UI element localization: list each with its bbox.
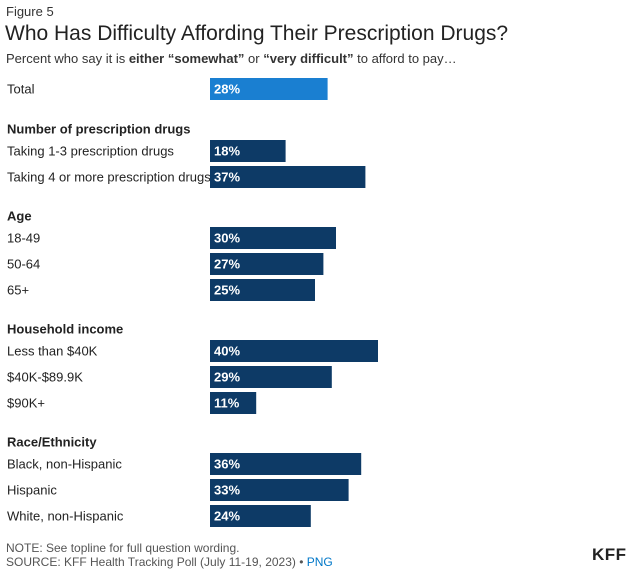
- bar: [210, 253, 324, 275]
- category-label: $40K-$89.9K: [7, 370, 83, 385]
- group-heading: Age: [7, 209, 32, 224]
- data-label: 36%: [214, 457, 240, 472]
- bar: [210, 479, 349, 501]
- data-label: 25%: [214, 283, 240, 298]
- category-label: 18-49: [7, 231, 40, 246]
- data-label: 29%: [214, 370, 240, 385]
- subtitle-pre: Percent who say it is: [6, 51, 129, 66]
- data-label: 33%: [214, 483, 240, 498]
- group-heading: Household income: [7, 322, 123, 337]
- category-label: Less than $40K: [7, 344, 98, 359]
- data-label: 11%: [214, 396, 240, 411]
- category-label: Total: [7, 82, 35, 97]
- bar: [210, 78, 328, 100]
- category-label: Taking 4 or more prescription drugs: [7, 170, 211, 185]
- bar: [210, 227, 336, 249]
- bar: [210, 392, 257, 414]
- data-label: 30%: [214, 231, 240, 246]
- chart-title: Who Has Difficulty Affording Their Presc…: [5, 22, 509, 45]
- category-label: 50-64: [7, 257, 40, 272]
- data-label: 18%: [214, 144, 240, 159]
- source-text: SOURCE: KFF Health Tracking Poll (July 1…: [6, 555, 307, 569]
- figure-label: Figure 5: [6, 4, 54, 19]
- kff-logo: KFF: [592, 545, 627, 564]
- category-label: White, non-Hispanic: [7, 509, 124, 524]
- png-link[interactable]: PNG: [306, 555, 333, 569]
- category-label: Taking 1-3 prescription drugs: [7, 144, 174, 159]
- bar: [210, 340, 378, 362]
- footer-note: NOTE: See topline for full question word…: [6, 541, 240, 555]
- chart-subtitle: Percent who say it is either “somewhat” …: [6, 51, 457, 66]
- bar: [210, 279, 315, 301]
- category-label: Black, non-Hispanic: [7, 457, 122, 472]
- subtitle-bold-2: “very difficult”: [263, 51, 354, 66]
- bar: [210, 140, 286, 162]
- data-label: 37%: [214, 170, 240, 185]
- bar: [210, 505, 311, 527]
- subtitle-mid: or: [244, 51, 264, 66]
- data-label: 27%: [214, 257, 240, 272]
- bar: [210, 166, 366, 188]
- subtitle-post: to afford to pay…: [353, 51, 457, 66]
- data-label: 40%: [214, 344, 240, 359]
- bar: [210, 453, 362, 475]
- category-label: 65+: [7, 283, 29, 298]
- footer-source: SOURCE: KFF Health Tracking Poll (July 1…: [6, 555, 333, 569]
- bar: [210, 366, 332, 388]
- category-label: $90K+: [7, 396, 45, 411]
- data-label: 28%: [214, 82, 240, 97]
- group-heading: Race/Ethnicity: [7, 435, 97, 450]
- data-label: 24%: [214, 509, 240, 524]
- group-heading: Number of prescription drugs: [7, 122, 190, 137]
- subtitle-bold-1: either “somewhat”: [128, 51, 245, 66]
- category-label: Hispanic: [7, 483, 57, 498]
